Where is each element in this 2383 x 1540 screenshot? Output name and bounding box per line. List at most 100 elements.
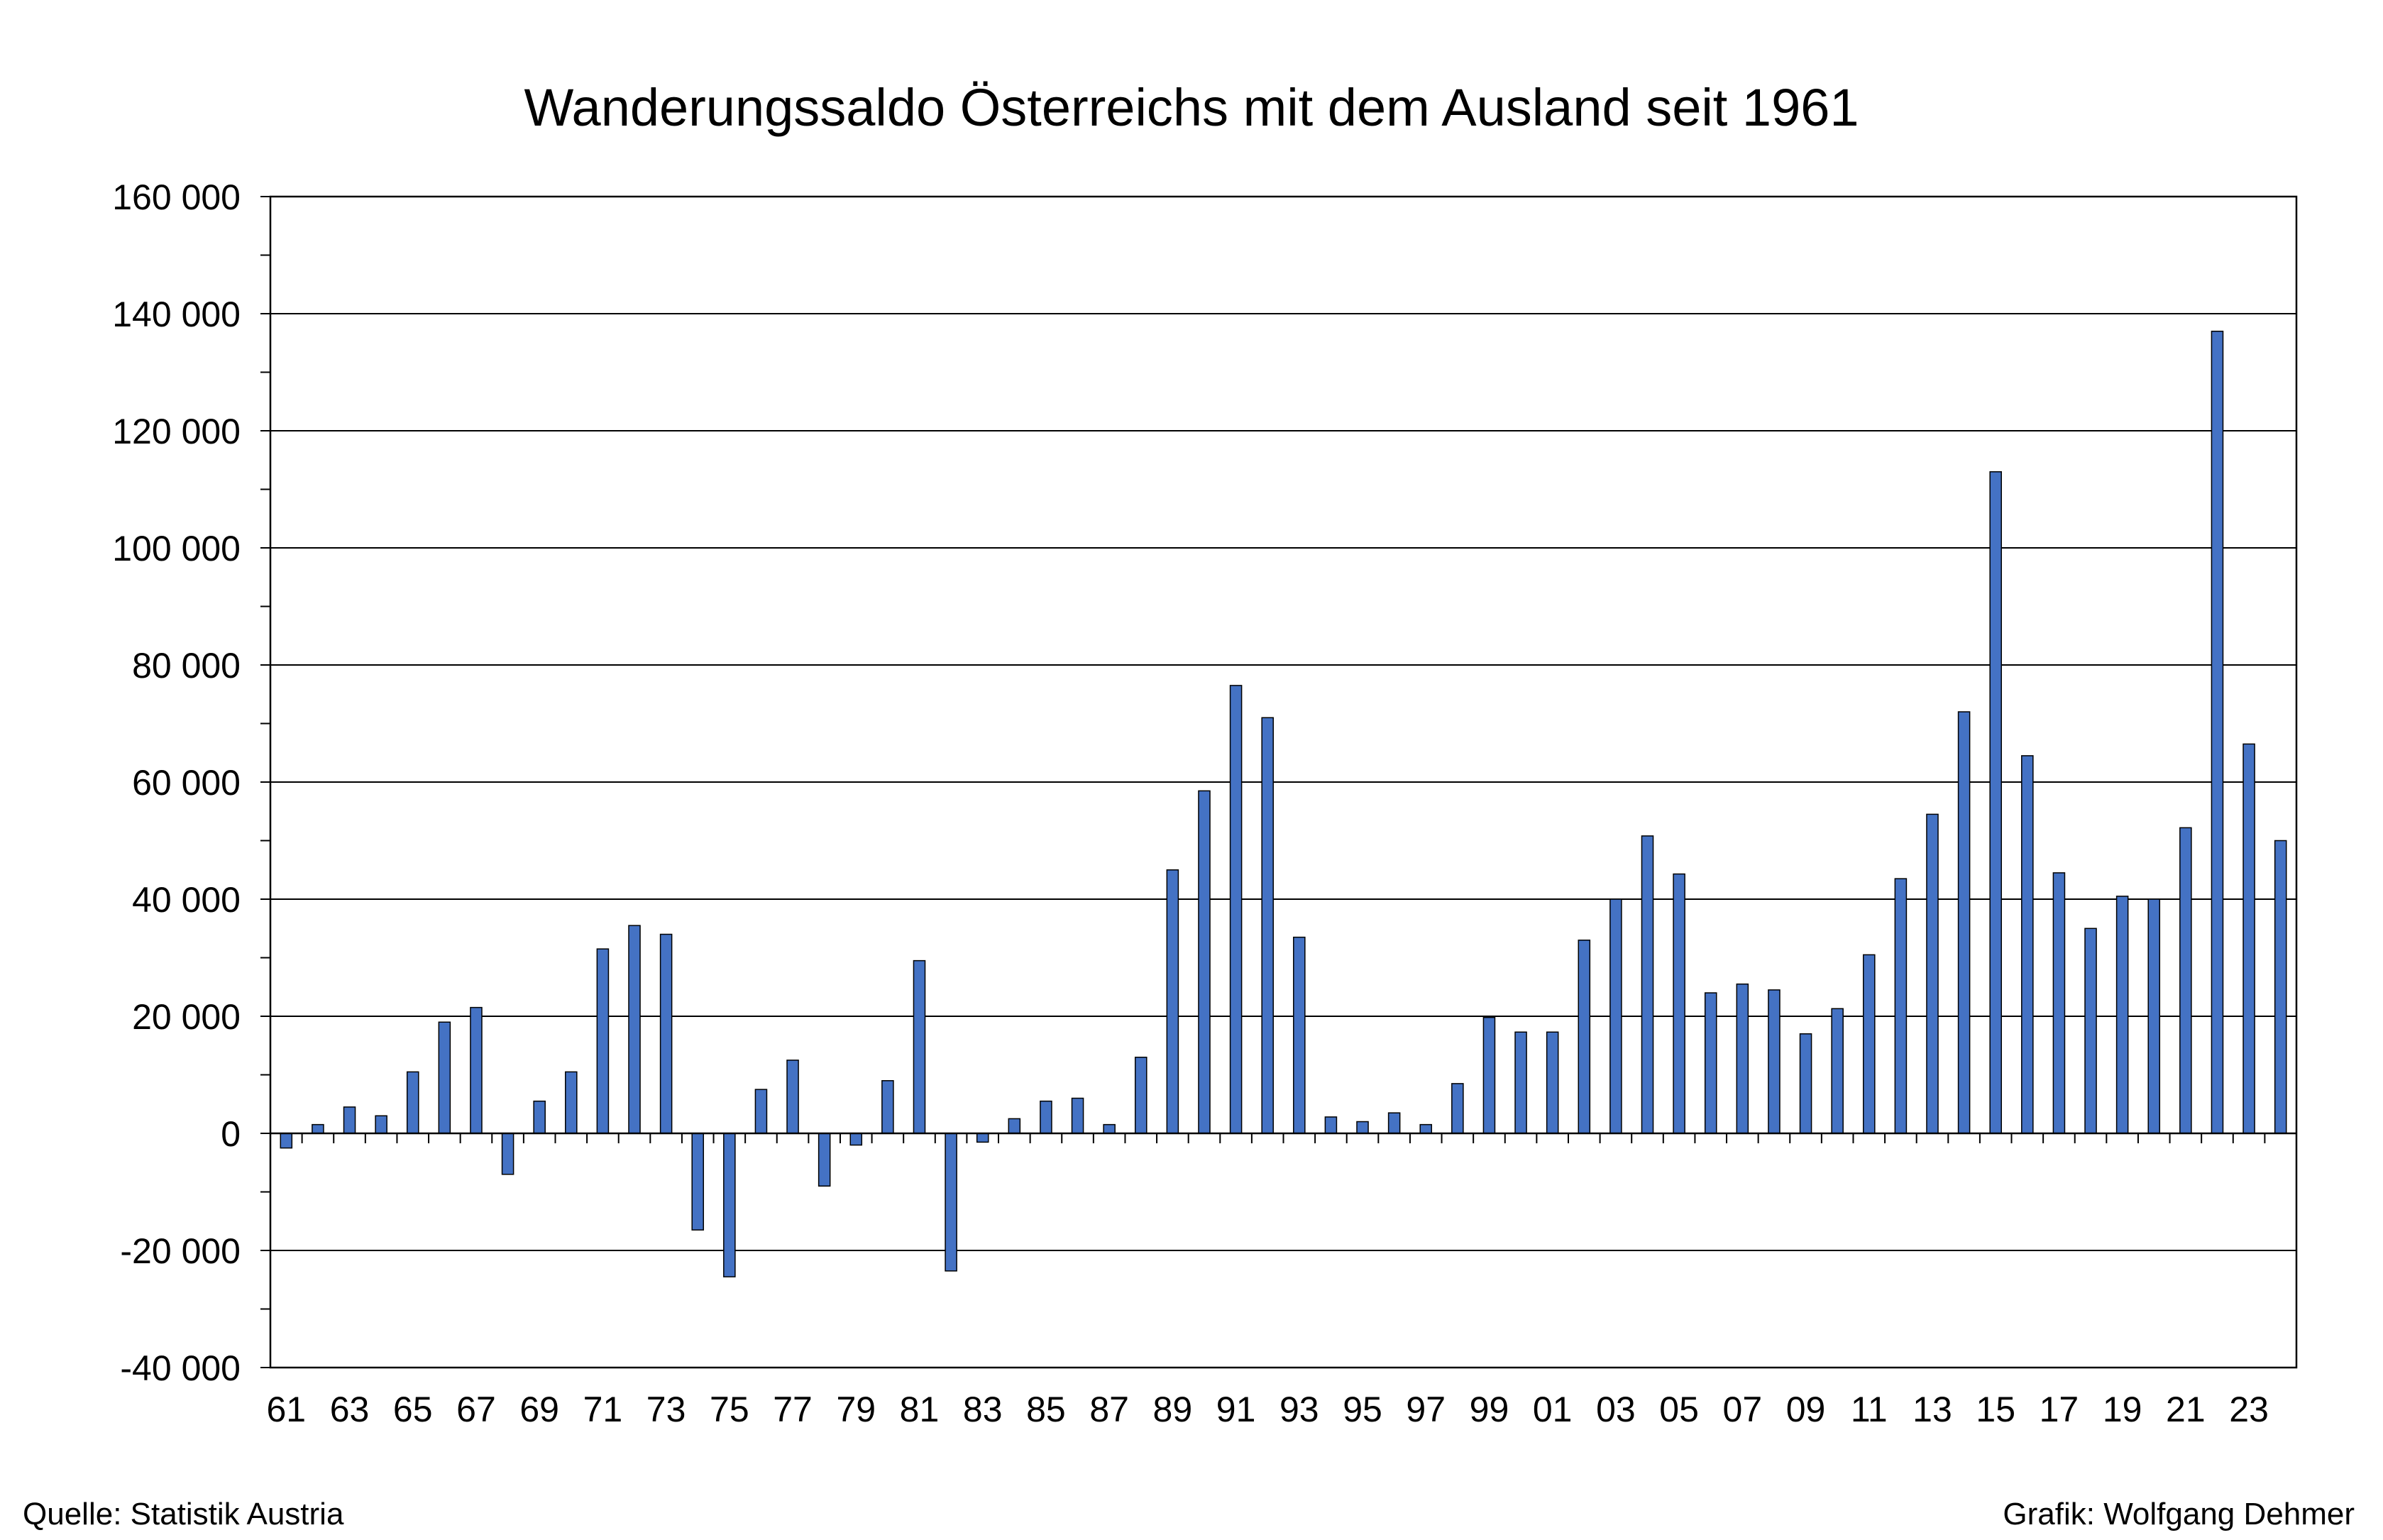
bar-81 — [913, 959, 926, 1134]
bar-07 — [1736, 983, 1749, 1134]
x-tick-label: 09 — [1786, 1390, 1826, 1429]
bar-05 — [1673, 873, 1685, 1134]
x-tick-label: 69 — [519, 1390, 559, 1429]
x-tick-label: 63 — [330, 1390, 370, 1429]
x-tick-label: 67 — [456, 1390, 496, 1429]
bar-18 — [2084, 928, 2097, 1134]
bar-01 — [1546, 1031, 1559, 1134]
bar-22 — [2211, 331, 2224, 1134]
x-tick-label: 87 — [1089, 1390, 1129, 1429]
bar-02 — [1578, 940, 1591, 1134]
bar-09 — [1799, 1033, 1812, 1134]
bar-24 — [2274, 840, 2287, 1134]
bar-83 — [976, 1133, 989, 1143]
x-tick-label: 75 — [710, 1390, 749, 1429]
bar-06 — [1704, 992, 1717, 1134]
x-tick-label: 71 — [583, 1390, 623, 1429]
x-tick-label: 79 — [836, 1390, 876, 1429]
bar-73 — [659, 933, 673, 1134]
bar-21 — [2179, 827, 2192, 1134]
bar-11 — [1862, 954, 1876, 1134]
bar-75 — [723, 1133, 736, 1277]
bar-74 — [691, 1133, 705, 1231]
bar-63 — [343, 1106, 356, 1134]
x-tick-label: 99 — [1470, 1390, 1509, 1429]
y-tick-label: 140 000 — [112, 295, 241, 334]
plot-frame — [269, 195, 2298, 1369]
x-tick-labels: 61 63 65 67 69 71 73 75 77 79 81 83 85 87 89 91 93 95 97 99… — [266, 1390, 2268, 1429]
bar-93 — [1293, 936, 1306, 1134]
bar-66 — [438, 1021, 451, 1134]
y-tick-label: 100 000 — [112, 529, 241, 568]
x-tick-label: 97 — [1406, 1390, 1446, 1429]
bar-61 — [280, 1133, 293, 1149]
bar-62 — [312, 1123, 324, 1134]
x-tick-label: 93 — [1279, 1390, 1319, 1429]
bar-86 — [1071, 1097, 1084, 1134]
y-tick-label: -40 000 — [120, 1348, 241, 1388]
x-tick-label: 77 — [773, 1390, 813, 1429]
bar-00 — [1514, 1031, 1527, 1134]
bar-16 — [2021, 755, 2034, 1134]
bar-95 — [1356, 1121, 1369, 1134]
bar-80 — [881, 1080, 894, 1134]
bar-79 — [849, 1133, 863, 1146]
bar-20 — [2147, 898, 2161, 1134]
bar-76 — [754, 1089, 768, 1134]
x-tick-label: 07 — [1723, 1390, 1763, 1429]
x-tick-label: 95 — [1343, 1390, 1382, 1429]
y-tick-label: 20 000 — [132, 997, 241, 1037]
bar-69 — [533, 1100, 546, 1134]
bar-71 — [596, 948, 610, 1134]
x-tick-label: 13 — [1913, 1390, 1952, 1429]
y-tick-label: 160 000 — [112, 177, 241, 217]
bar-85 — [1040, 1100, 1052, 1134]
x-tick-label: 81 — [900, 1390, 940, 1429]
bar-92 — [1261, 717, 1274, 1134]
bar-99 — [1482, 1016, 1496, 1134]
x-tick-label: 05 — [1659, 1390, 1699, 1429]
y-tick-label: 0 — [221, 1114, 241, 1154]
bar-65 — [406, 1071, 419, 1134]
credit-note: Grafik: Wolfgang Dehmer — [2003, 1497, 2355, 1531]
bar-82 — [945, 1133, 957, 1272]
bar-91 — [1229, 685, 1243, 1134]
y-tick-label: 40 000 — [132, 880, 241, 920]
x-tick-label: 01 — [1533, 1390, 1573, 1429]
bar-08 — [1768, 989, 1781, 1134]
x-tick-label: 73 — [646, 1390, 686, 1429]
bar-03 — [1609, 898, 1622, 1134]
bar-10 — [1831, 1008, 1844, 1134]
bar-97 — [1419, 1123, 1433, 1134]
x-tick-label: 83 — [963, 1390, 1003, 1429]
bar-88 — [1134, 1057, 1148, 1134]
y-tick-label: 120 000 — [112, 412, 241, 451]
bar-78 — [818, 1133, 831, 1187]
bar-04 — [1641, 835, 1654, 1134]
bar-77 — [786, 1060, 799, 1134]
y-tick-label: -20 000 — [120, 1231, 241, 1271]
source-note: Quelle: Statistik Austria — [23, 1497, 344, 1531]
y-tick-labels: -40 000 -20 000 0 20 000 40 000 60 000 80 000 1… — [112, 177, 241, 1388]
bar-13 — [1926, 813, 1939, 1134]
bar-70 — [565, 1071, 578, 1134]
x-tick-label: 19 — [2103, 1390, 2142, 1429]
x-tick-label: 21 — [2166, 1390, 2206, 1429]
x-tick-label: 85 — [1026, 1390, 1066, 1429]
x-tick-label: 03 — [1596, 1390, 1636, 1429]
bar-68 — [501, 1133, 514, 1175]
bar-64 — [375, 1115, 387, 1134]
bar-23 — [2242, 743, 2255, 1134]
x-tick-label: 91 — [1216, 1390, 1256, 1429]
x-tick-label: 89 — [1153, 1390, 1193, 1429]
y-tick-label: 80 000 — [132, 646, 241, 686]
bar-72 — [628, 925, 641, 1134]
x-tick-label: 65 — [393, 1390, 433, 1429]
axes — [260, 195, 2298, 1369]
bar-67 — [470, 1006, 483, 1134]
bar-12 — [1894, 878, 1908, 1134]
bar-96 — [1387, 1112, 1401, 1134]
bar-94 — [1324, 1116, 1338, 1134]
x-tick-label: 61 — [266, 1390, 306, 1429]
